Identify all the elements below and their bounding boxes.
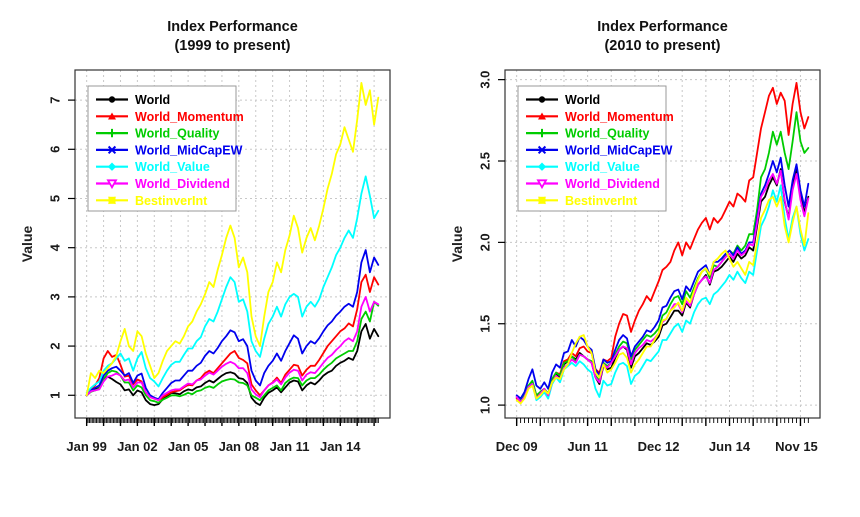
legend-label: World_Dividend — [565, 177, 660, 191]
x-tick-label: Jun 14 — [709, 439, 751, 454]
chart-title: Index Performance — [167, 19, 298, 35]
plot-area: 1.0 1.5 2.0 2.5 3.0 Dec 09 Jun 11 Dec 12 Jun 14 N… — [477, 69, 821, 454]
x-axis-labels: Dec 09 Jun 11 Dec 12 Jun 14 Nov 15 — [496, 439, 818, 454]
circle-marker-icon — [108, 96, 116, 103]
legend: World World_Momentum World_Quality World_Mi… — [87, 85, 244, 212]
plus-marker-icon — [537, 128, 547, 138]
plus-marker-icon — [107, 128, 117, 138]
x-marker-icon — [107, 145, 117, 155]
y-tick-label: 1.5 — [477, 315, 492, 333]
x-tick-label: Nov 15 — [775, 439, 818, 454]
y-tick-label: 4 — [47, 243, 62, 251]
series-World — [85, 322, 380, 407]
x-axis-labels: Jan 99 Jan 02 Jan 05 Jan 08 Jan 11 Jan 14 — [66, 439, 361, 454]
series-World_Value — [515, 184, 810, 403]
diamond-marker-icon — [537, 162, 547, 171]
y-axis-ticks: 1.0 1.5 2.0 2.5 3.0 — [477, 71, 505, 414]
legend-item-World_Momentum: World_Momentum — [96, 110, 244, 124]
chart-subtitle: (2010 to present) — [604, 38, 721, 54]
square-x-lines — [108, 196, 116, 205]
legend-item-World: World — [96, 93, 170, 107]
legend-item-World_Quality: World_Quality — [526, 127, 650, 141]
legend-item-World_MidCapEW: World_MidCapEW — [96, 143, 243, 157]
x-tick-label: Jun 11 — [567, 439, 607, 454]
legend-item-World_Dividend: World_Dividend — [526, 177, 660, 191]
chart-panel-1999: Index Performance (1999 to present) Valu… — [19, 19, 391, 454]
x-axis-ticks — [85, 418, 379, 426]
series-World_Quality — [85, 300, 380, 404]
chart-subtitle: (1999 to present) — [174, 38, 291, 54]
y-tick-label: 7 — [47, 96, 62, 103]
y-tick-label: 6 — [47, 146, 62, 153]
legend-label: World_Dividend — [135, 177, 230, 191]
triangle-down-marker-icon — [106, 179, 118, 190]
legend-item-World_Momentum: World_Momentum — [526, 110, 674, 124]
series-World_MidCapEW — [85, 249, 380, 401]
legend-item-World: World — [526, 93, 600, 107]
circle-marker-icon — [538, 96, 546, 103]
legend: World World_Momentum World_Quality World_Mi… — [517, 85, 674, 212]
y-axis-ticks: 1 2 3 4 5 6 7 — [47, 96, 75, 399]
series-World_Value — [85, 175, 380, 394]
y-tick-label: 1 — [47, 392, 62, 399]
chart-panel-2010: Index Performance (2010 to present) Valu… — [430, 0, 860, 517]
y-tick-label: 3.0 — [477, 71, 492, 89]
triangle-up-marker-icon — [108, 112, 116, 120]
legend-item-World_MidCapEW: World_MidCapEW — [526, 143, 673, 157]
legend-label: World_Momentum — [135, 110, 244, 124]
y-tick-label: 5 — [47, 195, 62, 202]
x-tick-label: Jan 08 — [219, 439, 259, 454]
legend-label: World_Momentum — [565, 110, 674, 124]
series-World_Dividend — [85, 295, 380, 402]
legend-item-World_Value: World_Value — [96, 160, 210, 174]
plot-border — [74, 69, 391, 419]
x-marker-icon — [537, 145, 547, 155]
triangle-down-marker-icon — [536, 179, 548, 190]
x-tick-label: Dec 09 — [496, 439, 538, 454]
x-tick-label: Jan 11 — [270, 439, 310, 454]
legend-label: World — [135, 93, 170, 107]
legend-label: BestinverInt — [565, 194, 638, 208]
legend-label: World — [565, 93, 600, 107]
legend-label: World_MidCapEW — [565, 143, 673, 157]
legend-label: BestinverInt — [135, 194, 208, 208]
legend-label: World_Value — [135, 160, 210, 174]
y-tick-label: 2.5 — [477, 152, 492, 170]
legend-label: World_Quality — [565, 127, 650, 141]
series-World_Quality — [515, 111, 810, 402]
legend-label: World_MidCapEW — [135, 143, 243, 157]
legend-item-World_Quality: World_Quality — [96, 127, 220, 141]
triangle-up-marker-icon — [538, 112, 546, 120]
legend-item-World_Dividend: World_Dividend — [96, 177, 230, 191]
series-World_Momentum — [85, 273, 380, 402]
x-tick-label: Jan 14 — [320, 439, 361, 454]
series-World_Momentum — [515, 82, 810, 403]
y-tick-label: 1.0 — [477, 396, 492, 414]
legend-label: World_Value — [565, 160, 640, 174]
x-tick-label: Jan 99 — [66, 439, 106, 454]
series-BestinverInt — [515, 195, 810, 405]
legend-item-World_Value: World_Value — [526, 160, 640, 174]
legend-item-BestinverInt: BestinverInt — [526, 194, 638, 208]
y-tick-label: 3 — [47, 293, 62, 300]
x-tick-label: Jan 05 — [168, 439, 208, 454]
legend-item-BestinverInt: BestinverInt — [96, 194, 208, 208]
legend-label: World_Quality — [135, 127, 220, 141]
x-tick-label: Jan 02 — [117, 439, 157, 454]
x-axis-ticks — [515, 418, 809, 426]
y-tick-label: 2.0 — [477, 233, 492, 251]
diamond-marker-icon — [107, 162, 117, 171]
y-tick-label: 2 — [47, 342, 62, 349]
series-BestinverInt — [85, 82, 380, 397]
x-tick-label: Dec 12 — [638, 439, 680, 454]
square-x-lines — [538, 196, 546, 205]
chart-title: Index Performance — [597, 19, 728, 35]
